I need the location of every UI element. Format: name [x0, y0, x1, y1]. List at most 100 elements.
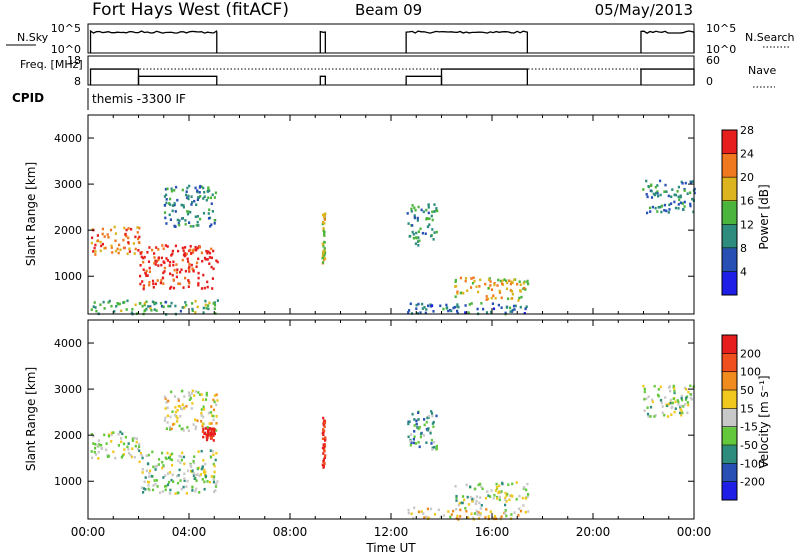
data-cell	[490, 288, 494, 291]
data-cell	[674, 193, 677, 197]
data-cell	[670, 413, 673, 416]
data-cell	[480, 302, 483, 305]
data-cell	[682, 405, 685, 408]
data-cell	[693, 191, 696, 195]
data-cell	[214, 312, 217, 315]
data-cell	[191, 402, 194, 405]
data-cell	[686, 401, 689, 404]
data-cell	[424, 232, 427, 235]
data-cell	[201, 398, 205, 401]
data-cell	[498, 289, 501, 293]
data-cell	[520, 295, 523, 299]
data-cell	[163, 419, 166, 422]
data-cell	[689, 202, 692, 206]
data-cell	[201, 424, 204, 428]
data-cell	[171, 273, 174, 277]
velocity-data	[90, 384, 695, 521]
data-cell	[423, 418, 426, 421]
data-cell	[431, 448, 434, 451]
nsky-frame	[87, 23, 695, 54]
data-cell	[191, 309, 194, 312]
data-cell	[134, 444, 137, 448]
data-cell	[323, 222, 326, 225]
data-cell	[515, 498, 518, 501]
data-cell	[527, 493, 530, 496]
data-cell	[323, 234, 326, 237]
data-cell	[160, 263, 163, 267]
data-cell	[184, 219, 187, 222]
data-cell	[663, 203, 666, 207]
data-cell	[191, 489, 194, 492]
data-cell	[527, 510, 530, 513]
data-cell	[171, 252, 174, 256]
data-cell	[429, 430, 432, 434]
data-cell	[189, 225, 192, 228]
data-cell	[196, 215, 199, 218]
data-cell	[148, 246, 151, 249]
data-cell	[505, 306, 508, 309]
data-cell	[481, 487, 484, 491]
data-cell	[683, 189, 686, 192]
data-cell	[194, 427, 197, 431]
data-cell	[173, 395, 177, 398]
data-cell	[147, 305, 150, 308]
data-cell	[212, 434, 215, 437]
data-cell	[323, 232, 326, 235]
data-cell	[128, 250, 131, 253]
data-cell	[185, 303, 188, 307]
data-cell	[144, 488, 147, 491]
data-cell	[322, 227, 325, 230]
data-cell	[114, 249, 118, 253]
data-cell	[467, 503, 471, 506]
data-cell	[498, 484, 501, 488]
data-cell	[99, 240, 102, 244]
data-cell	[193, 394, 196, 397]
data-cell	[185, 405, 188, 408]
data-cell	[212, 249, 215, 253]
data-cell	[425, 217, 428, 220]
data-cell	[190, 465, 193, 468]
data-cell	[196, 198, 199, 201]
colorbar-swatch	[722, 426, 737, 446]
data-cell	[413, 435, 416, 438]
data-cell	[435, 207, 438, 210]
data-cell	[208, 189, 211, 193]
data-cell	[467, 516, 470, 519]
data-cell	[523, 312, 526, 315]
data-cell	[418, 239, 421, 242]
data-cell	[142, 268, 145, 271]
data-cell	[106, 233, 109, 236]
data-cell	[196, 467, 199, 470]
data-cell	[156, 279, 159, 282]
data-cell	[509, 289, 512, 292]
data-cell	[322, 423, 325, 427]
data-cell	[323, 425, 326, 429]
data-cell	[122, 238, 125, 242]
data-cell	[126, 299, 129, 303]
data-cell	[213, 432, 216, 436]
y-tick-label: 3000	[54, 383, 82, 396]
data-cell	[504, 509, 507, 512]
data-cell	[166, 483, 170, 487]
data-cell	[163, 270, 166, 273]
data-cell	[324, 436, 327, 440]
data-cell	[322, 460, 325, 463]
data-cell	[667, 211, 670, 214]
data-cell	[321, 222, 324, 226]
data-cell	[103, 307, 106, 310]
data-cell	[176, 198, 179, 202]
data-cell	[157, 463, 160, 466]
data-cell	[208, 251, 212, 255]
data-cell	[151, 248, 154, 252]
data-cell	[503, 278, 506, 281]
data-cell	[105, 448, 108, 452]
data-cell	[689, 393, 692, 396]
data-cell	[198, 474, 201, 478]
data-cell	[476, 512, 479, 515]
data-cell	[138, 449, 141, 453]
data-cell	[471, 497, 474, 501]
x-tick-label: 16:00	[475, 525, 510, 539]
data-cell	[92, 250, 95, 253]
data-cell	[171, 204, 175, 207]
data-cell	[174, 410, 177, 414]
